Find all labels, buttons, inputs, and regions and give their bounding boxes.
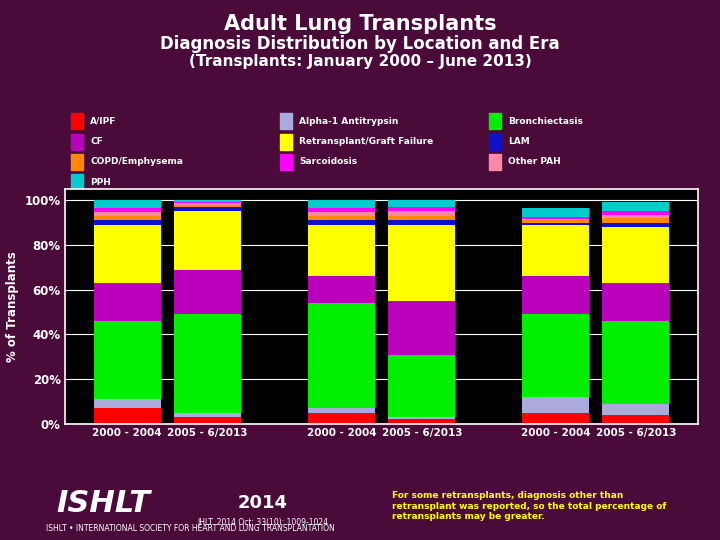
Bar: [603, 215, 670, 218]
Bar: [308, 200, 375, 208]
Text: LAM: LAM: [508, 137, 530, 146]
Bar: [94, 220, 161, 225]
FancyBboxPatch shape: [71, 154, 83, 170]
Bar: [94, 216, 161, 220]
Text: 2014: 2014: [238, 494, 288, 512]
Text: For some retransplants, diagnosis other than
retransplant was reported, so the t: For some retransplants, diagnosis other …: [392, 491, 667, 521]
Bar: [603, 415, 670, 424]
Text: COPD/Emphysema: COPD/Emphysema: [90, 158, 183, 166]
FancyBboxPatch shape: [490, 154, 500, 170]
FancyBboxPatch shape: [280, 113, 292, 129]
Text: Diagnosis Distribution by Location and Era: Diagnosis Distribution by Location and E…: [160, 35, 560, 53]
Bar: [174, 314, 241, 413]
Bar: [308, 216, 375, 220]
Bar: [174, 417, 241, 424]
Bar: [603, 211, 670, 215]
Bar: [308, 212, 375, 216]
Bar: [522, 219, 589, 220]
FancyBboxPatch shape: [71, 133, 83, 150]
Bar: [308, 208, 375, 212]
Bar: [94, 212, 161, 216]
Bar: [522, 208, 589, 217]
Bar: [522, 314, 589, 397]
Bar: [388, 301, 455, 355]
Bar: [174, 207, 241, 211]
FancyBboxPatch shape: [490, 133, 500, 150]
Bar: [522, 397, 589, 413]
Text: Retransplant/Graft Failure: Retransplant/Graft Failure: [300, 137, 433, 146]
FancyBboxPatch shape: [280, 133, 292, 150]
Bar: [603, 202, 670, 211]
Bar: [522, 413, 589, 424]
Bar: [174, 413, 241, 417]
Bar: [603, 321, 670, 404]
Bar: [603, 222, 670, 227]
Text: ISHLT • INTERNATIONAL SOCIETY FOR HEART AND LUNG TRANSPLANTATION: ISHLT • INTERNATIONAL SOCIETY FOR HEART …: [46, 524, 336, 533]
Bar: [522, 222, 589, 225]
Bar: [94, 208, 161, 212]
Bar: [603, 283, 670, 321]
Bar: [94, 283, 161, 321]
Y-axis label: % of Transplants: % of Transplants: [6, 251, 19, 362]
Bar: [603, 404, 670, 415]
Bar: [174, 269, 241, 314]
Bar: [308, 303, 375, 408]
Text: Bronchiectasis: Bronchiectasis: [508, 117, 583, 126]
Bar: [174, 211, 241, 269]
Bar: [174, 203, 241, 205]
Bar: [388, 417, 455, 420]
Bar: [603, 218, 670, 222]
FancyBboxPatch shape: [71, 174, 83, 191]
Bar: [522, 225, 589, 276]
Bar: [94, 399, 161, 408]
Bar: [388, 225, 455, 301]
Bar: [94, 200, 161, 208]
Bar: [308, 276, 375, 303]
Bar: [603, 227, 670, 283]
Text: A/IPF: A/IPF: [90, 117, 117, 126]
Bar: [522, 217, 589, 219]
FancyBboxPatch shape: [280, 154, 292, 170]
Bar: [174, 202, 241, 203]
FancyBboxPatch shape: [71, 113, 83, 129]
Bar: [388, 207, 455, 211]
Text: (Transplants: January 2000 – June 2013): (Transplants: January 2000 – June 2013): [189, 54, 531, 69]
Text: Alpha-1 Antitrypsin: Alpha-1 Antitrypsin: [300, 117, 399, 126]
Bar: [308, 220, 375, 225]
Bar: [388, 216, 455, 220]
Bar: [94, 225, 161, 283]
Bar: [308, 225, 375, 276]
Bar: [388, 355, 455, 417]
Bar: [388, 200, 455, 207]
Bar: [308, 408, 375, 413]
Text: Other PAH: Other PAH: [508, 158, 561, 166]
Bar: [308, 413, 375, 424]
Text: PPH: PPH: [90, 178, 111, 187]
Bar: [522, 220, 589, 222]
Bar: [174, 205, 241, 207]
Bar: [174, 200, 241, 202]
Bar: [388, 211, 455, 216]
Bar: [388, 220, 455, 225]
Text: ISHLT: ISHLT: [56, 489, 150, 517]
Text: Sarcoidosis: Sarcoidosis: [300, 158, 357, 166]
Text: CF: CF: [90, 137, 103, 146]
Text: Adult Lung Transplants: Adult Lung Transplants: [224, 14, 496, 33]
Bar: [388, 420, 455, 424]
Text: JHLT. 2014 Oct; 33(10): 1009-1024: JHLT. 2014 Oct; 33(10): 1009-1024: [197, 518, 328, 528]
FancyBboxPatch shape: [490, 113, 500, 129]
Bar: [94, 408, 161, 424]
Bar: [94, 321, 161, 399]
Bar: [522, 276, 589, 314]
